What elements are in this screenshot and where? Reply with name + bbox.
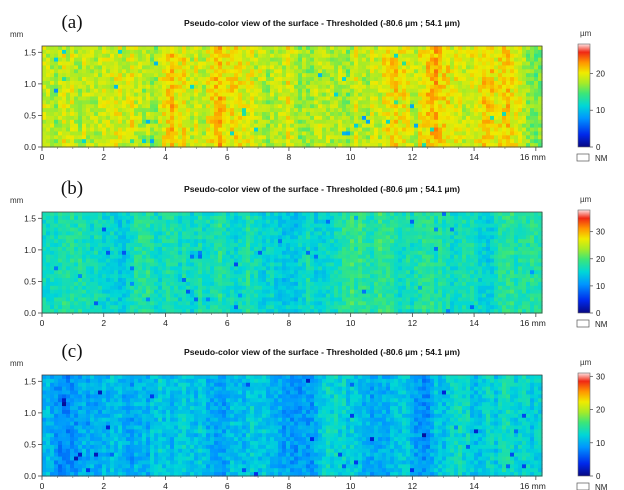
surface-heatmap xyxy=(42,375,543,477)
x-tick-label: 0 xyxy=(40,152,45,162)
y-tick-label: 1.5 xyxy=(24,47,36,57)
plot-frame xyxy=(41,45,543,148)
x-tick-label: 10 xyxy=(346,481,356,490)
nm-swatch xyxy=(576,482,590,490)
x-tick-label: 2 xyxy=(101,318,106,328)
colorbar-tick-label: 20 xyxy=(596,69,605,78)
y-tick-label: 0.0 xyxy=(24,142,36,152)
plot-frame xyxy=(41,374,543,477)
x-tick-label: 4 xyxy=(163,318,168,328)
y-unit-label: mm xyxy=(10,196,24,205)
panel-label: (c) xyxy=(61,341,82,362)
x-tick-label: 8 xyxy=(287,152,292,162)
x-tick-label: 2 xyxy=(101,481,106,490)
x-tick-label: 14 xyxy=(469,152,479,162)
x-tick-label: 16 mm xyxy=(520,318,546,328)
nm-swatch xyxy=(576,319,590,328)
x-tick-label: 14 xyxy=(469,318,479,328)
y-unit-label: mm xyxy=(10,359,24,368)
x-tick-label: 0 xyxy=(40,481,45,490)
colorbar-gradient xyxy=(577,372,591,477)
colorbar-tick-label: 10 xyxy=(596,439,605,448)
colorbar-tick-label: 30 xyxy=(596,372,605,381)
panel-title: Pseudo-color view of the surface - Thres… xyxy=(184,184,460,194)
panel-label: (b) xyxy=(61,178,83,199)
y-tick-label: 0.0 xyxy=(24,308,36,318)
colorbar: µm 0 10 20 30 NM xyxy=(576,358,608,490)
colorbar-tick-label: 0 xyxy=(596,143,601,152)
y-axis: 0.0 0.5 1.0 1.5 xyxy=(24,213,42,318)
x-axis: 0 2 4 6 8 10 12 14 16 mm xyxy=(40,313,546,328)
x-tick-label: 4 xyxy=(163,152,168,162)
y-tick-label: 1.5 xyxy=(24,213,36,223)
x-tick-label: 6 xyxy=(225,481,230,490)
x-tick-label: 10 xyxy=(346,152,356,162)
nm-swatch xyxy=(576,153,590,162)
colorbar-tick-label: 20 xyxy=(596,255,605,264)
surface-panel-2: (b) Pseudo-color view of the surface - Th… xyxy=(10,178,608,329)
y-unit-label: mm xyxy=(10,30,24,39)
x-tick-label: 4 xyxy=(163,481,168,490)
nm-label: NM xyxy=(595,320,608,329)
x-tick-label: 6 xyxy=(225,152,230,162)
colorbar-unit: µm xyxy=(580,195,592,204)
x-tick-label: 16 mm xyxy=(520,481,546,490)
colorbar-gradient xyxy=(577,209,591,314)
x-axis: 0 2 4 6 8 10 12 14 16 mm xyxy=(40,147,546,162)
surface-heatmap xyxy=(42,46,543,148)
nm-label: NM xyxy=(595,483,608,490)
x-tick-label: 16 mm xyxy=(520,152,546,162)
colorbar-unit: µm xyxy=(580,29,592,38)
y-tick-label: 0.5 xyxy=(24,276,36,286)
y-tick-label: 0.0 xyxy=(24,471,36,481)
colorbar-tick-label: 0 xyxy=(596,309,601,318)
colorbar-tick-label: 10 xyxy=(596,106,605,115)
colorbar-gradient xyxy=(577,43,591,148)
x-tick-label: 12 xyxy=(408,318,418,328)
x-tick-label: 12 xyxy=(408,481,418,490)
panel-title: Pseudo-color view of the surface - Thres… xyxy=(184,18,460,28)
x-tick-label: 10 xyxy=(346,318,356,328)
x-tick-label: 8 xyxy=(287,318,292,328)
x-axis: 0 2 4 6 8 10 12 14 16 mm xyxy=(40,476,546,490)
plot-frame xyxy=(41,211,543,314)
colorbar: µm 0 10 20 NM xyxy=(576,29,608,163)
y-tick-label: 0.5 xyxy=(24,439,36,449)
surface-panel-3: (c) Pseudo-color view of the surface - Th… xyxy=(10,341,608,490)
surface-heatmap xyxy=(42,212,543,314)
colorbar-tick-label: 30 xyxy=(596,228,605,237)
panel-label: (a) xyxy=(61,12,82,33)
x-tick-label: 0 xyxy=(40,318,45,328)
x-tick-label: 8 xyxy=(287,481,292,490)
colorbar-tick-label: 0 xyxy=(596,472,601,481)
x-tick-label: 6 xyxy=(225,318,230,328)
y-axis: 0.0 0.5 1.0 1.5 xyxy=(24,376,42,481)
panel-title: Pseudo-color view of the surface - Thres… xyxy=(184,347,460,357)
x-tick-label: 12 xyxy=(408,152,418,162)
y-tick-label: 1.0 xyxy=(24,245,36,255)
x-tick-label: 14 xyxy=(469,481,479,490)
y-axis: 0.0 0.5 1.0 1.5 xyxy=(24,47,42,152)
x-tick-label: 2 xyxy=(101,152,106,162)
y-tick-label: 0.5 xyxy=(24,110,36,120)
nm-label: NM xyxy=(595,154,608,163)
y-tick-label: 1.5 xyxy=(24,376,36,386)
colorbar-unit: µm xyxy=(580,358,592,367)
y-tick-label: 1.0 xyxy=(24,408,36,418)
colorbar-tick-label: 20 xyxy=(596,406,605,415)
colorbar-tick-label: 10 xyxy=(596,282,605,291)
surface-panel-1: (a) Pseudo-color view of the surface - Th… xyxy=(10,12,608,163)
colorbar: µm 0 10 20 30 NM xyxy=(576,195,608,329)
y-tick-label: 1.0 xyxy=(24,79,36,89)
